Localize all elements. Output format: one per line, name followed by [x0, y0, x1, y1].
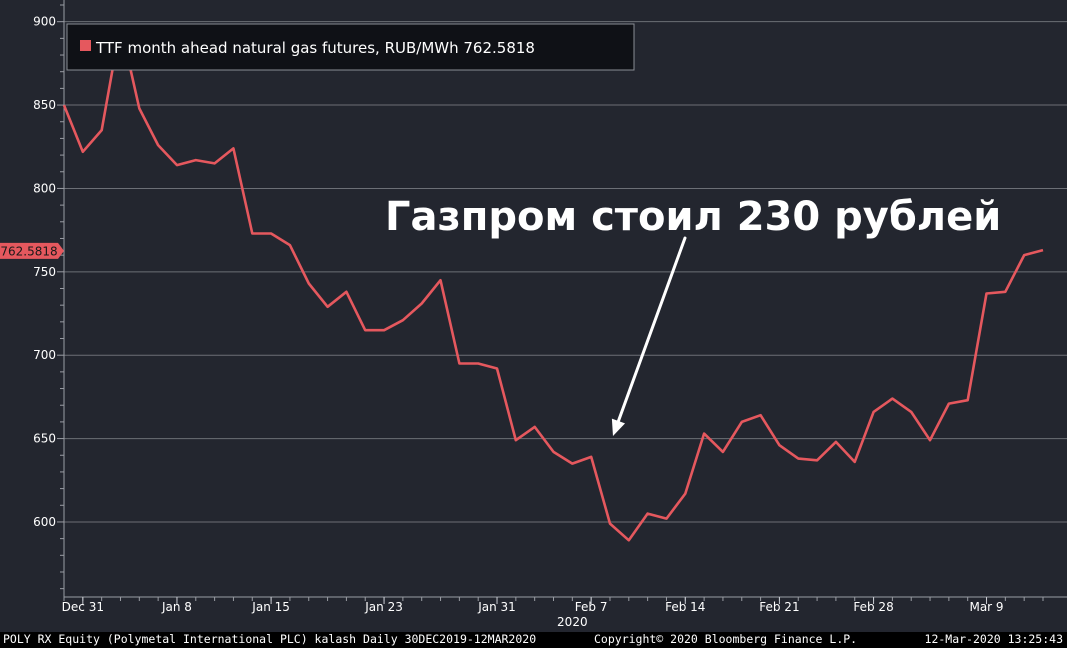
legend-swatch [80, 40, 91, 51]
x-tick-label: Mar 9 [969, 600, 1003, 614]
last-value-marker [0, 242, 64, 259]
x-tick-label: Feb 28 [853, 600, 893, 614]
gridlines [64, 21, 1067, 523]
axes [57, 0, 1067, 604]
y-tick-label: 800 [33, 181, 56, 195]
footer-security-info: POLY RX Equity (Polymetal International … [3, 632, 537, 646]
x-year-label: 2020 [557, 615, 588, 629]
x-tick-label: Feb 21 [759, 600, 799, 614]
footer-copyright: Copyright© 2020 Bloomberg Finance L.P. [594, 632, 858, 646]
x-tick-label: Jan 8 [161, 600, 192, 614]
x-tick-label: Feb 14 [665, 600, 705, 614]
x-tick-label: Feb 7 [575, 600, 608, 614]
y-tick-label: 750 [33, 265, 56, 279]
x-tick-label: Jan 31 [477, 600, 516, 614]
x-tick-label: Dec 31 [62, 600, 104, 614]
legend: TTF month ahead natural gas futures, RUB… [66, 23, 635, 71]
legend-entry: TTF month ahead natural gas futures, RUB… [95, 39, 535, 57]
y-tick-label: 850 [33, 98, 56, 112]
y-tick-label: 600 [33, 515, 56, 529]
y-tick-label: 900 [33, 15, 56, 29]
labels: 900 850 800 750 700 650 600 Dec 31 Jan 8 Jan 15 Ja… [0, 15, 1004, 629]
annotation-text: Газпром стоил 230 рублей [385, 194, 1001, 240]
line-chart: 900 850 800 750 700 650 600 Dec 31 Jan 8 Jan 15 Ja… [0, 0, 1067, 632]
annotation-arrow [614, 236, 687, 429]
annotation: Газпром стоил 230 рублей [385, 194, 1001, 436]
series-layer [62, 23, 1044, 542]
annotation-arrowhead [611, 418, 626, 436]
x-tick-label: Jan 23 [364, 600, 403, 614]
footer-timestamp: 12-Mar-2020 13:25:43 [924, 632, 1063, 646]
legend-box [66, 23, 635, 71]
last-value-label: 762.5818 [0, 244, 57, 258]
x-tick-label: Jan 15 [251, 600, 290, 614]
y-tick-label: 650 [33, 432, 56, 446]
chart-background [0, 0, 1067, 632]
y-tick-label: 700 [33, 348, 56, 362]
